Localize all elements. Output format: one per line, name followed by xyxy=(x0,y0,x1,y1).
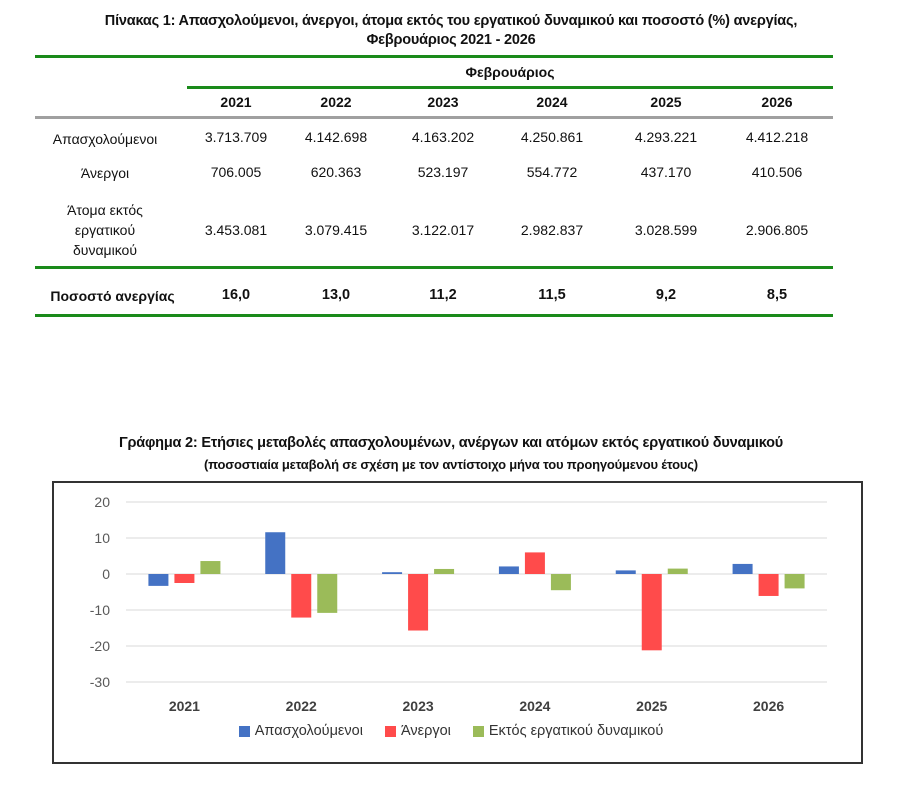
row-label-unemployment-rate: Ποσοστό ανεργίας xyxy=(50,288,175,304)
legend-label-unemployed: Άνεργοι xyxy=(400,723,451,739)
rate-cell: 13,0 xyxy=(321,287,351,303)
year-header: 2026 xyxy=(761,94,793,110)
row-label-inactive-line3: δυναμικού xyxy=(73,242,137,258)
chart-subtitle: (ποσοστιαία μεταβολή σε σχέση με τον αντ… xyxy=(204,457,698,472)
header-bottom-rule xyxy=(35,116,833,119)
rate-cell: 8,5 xyxy=(766,287,788,303)
table-bottom-rule xyxy=(35,314,833,317)
bar-Εκτός-εργατικού-δυναμικού-2021 xyxy=(200,561,221,574)
bar-Απασχολούμενοι-2024 xyxy=(498,566,519,574)
bar-Άνεργοι-2021 xyxy=(174,574,195,583)
group-header-rule xyxy=(187,86,833,89)
table-cell: 3.713.709 xyxy=(204,129,268,145)
bar-Άνεργοι-2024 xyxy=(524,552,545,574)
rate-top-rule xyxy=(35,266,833,269)
bar-Απασχολούμενοι-2021 xyxy=(148,574,169,586)
table-cell: 3.122.017 xyxy=(411,222,475,238)
table-cell: 4.163.202 xyxy=(411,129,475,145)
table-title-period: Φεβρουάριος 2021 - 2026 xyxy=(366,32,536,48)
table-title: Πίνακας 1: Απασχολούμενοι, άνεργοι, άτομ… xyxy=(104,13,798,29)
bar-Εκτός-εργατικού-δυναμικού-2025 xyxy=(667,568,688,574)
bar-Άνεργοι-2026 xyxy=(758,574,779,596)
rate-cell: 9,2 xyxy=(655,287,677,303)
chart-title: Γράφημα 2: Ετήσιες μεταβολές απασχολουμέ… xyxy=(119,435,783,451)
y-tick-label: 20 xyxy=(94,494,110,510)
row-label-unemployed: Άνεργοι xyxy=(80,165,130,181)
year-header: 2024 xyxy=(536,94,568,110)
legend-swatch-inactive xyxy=(472,725,484,737)
table-cell: 2.906.805 xyxy=(745,222,809,238)
table-cell: 4.142.698 xyxy=(304,129,368,145)
year-header: 2023 xyxy=(427,94,459,110)
year-header: 2021 xyxy=(220,94,252,110)
bar-Εκτός-εργατικού-δυναμικού-2026 xyxy=(784,574,805,589)
bar-Απασχολούμενοι-2026 xyxy=(732,563,753,574)
bar-Εκτός-εργατικού-δυναμικού-2024 xyxy=(550,574,571,591)
y-tick-label: 0 xyxy=(102,566,110,582)
rate-cell: 11,5 xyxy=(538,287,566,303)
row-label-inactive-line2: εργατικού xyxy=(74,222,136,238)
table-top-rule xyxy=(35,55,833,58)
table-cell: 706.005 xyxy=(210,164,262,180)
bar-Άνεργοι-2025 xyxy=(641,574,662,651)
y-tick-label: -20 xyxy=(90,638,110,654)
bar-Απασχολούμενοι-2023 xyxy=(382,572,403,574)
legend-label-inactive: Εκτός εργατικού δυναμικού xyxy=(488,723,664,739)
group-header: Φεβρουάριος xyxy=(465,64,555,80)
rate-cell: 11,2 xyxy=(429,287,457,303)
legend-label-employed: Απασχολούμενοι xyxy=(254,723,363,739)
bar-Άνεργοι-2023 xyxy=(408,574,429,631)
y-tick-label: -30 xyxy=(90,674,110,690)
bar-Εκτός-εργατικού-δυναμικού-2022 xyxy=(317,574,338,613)
x-tick-label: 2024 xyxy=(519,698,550,714)
table-cell: 2.982.837 xyxy=(520,222,584,238)
table-cell: 4.293.221 xyxy=(634,129,698,145)
table-cell: 3.453.081 xyxy=(204,222,268,238)
legend-swatch-unemployed xyxy=(384,725,396,737)
bar-Άνεργοι-2022 xyxy=(291,574,312,618)
row-label-inactive-line1: Άτομα εκτός xyxy=(67,202,143,218)
y-tick-label: -10 xyxy=(90,602,110,618)
chart-frame xyxy=(52,481,863,764)
x-tick-label: 2021 xyxy=(169,698,200,714)
x-tick-label: 2025 xyxy=(636,698,667,714)
table-cell: 523.197 xyxy=(417,164,469,180)
row-label-employed: Απασχολούμενοι xyxy=(52,131,158,147)
table-cell: 410.506 xyxy=(751,164,803,180)
legend-swatch-employed xyxy=(238,725,250,737)
y-tick-label: 10 xyxy=(94,530,110,546)
year-header: 2022 xyxy=(320,94,352,110)
rate-cell: 16,0 xyxy=(221,287,251,303)
table-cell: 620.363 xyxy=(310,164,362,180)
row-label-inactive: Άτομα εκτός εργατικού δυναμικού xyxy=(30,200,180,260)
table-cell: 437.170 xyxy=(640,164,692,180)
bar-Απασχολούμενοι-2022 xyxy=(265,532,286,574)
x-tick-label: 2023 xyxy=(403,698,434,714)
bar-Απασχολούμενοι-2025 xyxy=(615,570,636,574)
table-cell: 4.250.861 xyxy=(520,129,584,145)
bar-Εκτός-εργατικού-δυναμικού-2023 xyxy=(434,568,455,574)
legend: Απασχολούμενοι Άνεργοι Εκτός εργατικού δ… xyxy=(0,723,902,739)
year-header: 2025 xyxy=(650,94,682,110)
table-cell: 4.412.218 xyxy=(745,129,809,145)
table-cell: 3.028.599 xyxy=(634,222,698,238)
x-tick-label: 2026 xyxy=(753,698,784,714)
table-cell: 554.772 xyxy=(526,164,578,180)
table-cell: 3.079.415 xyxy=(304,222,368,238)
x-tick-label: 2022 xyxy=(286,698,317,714)
